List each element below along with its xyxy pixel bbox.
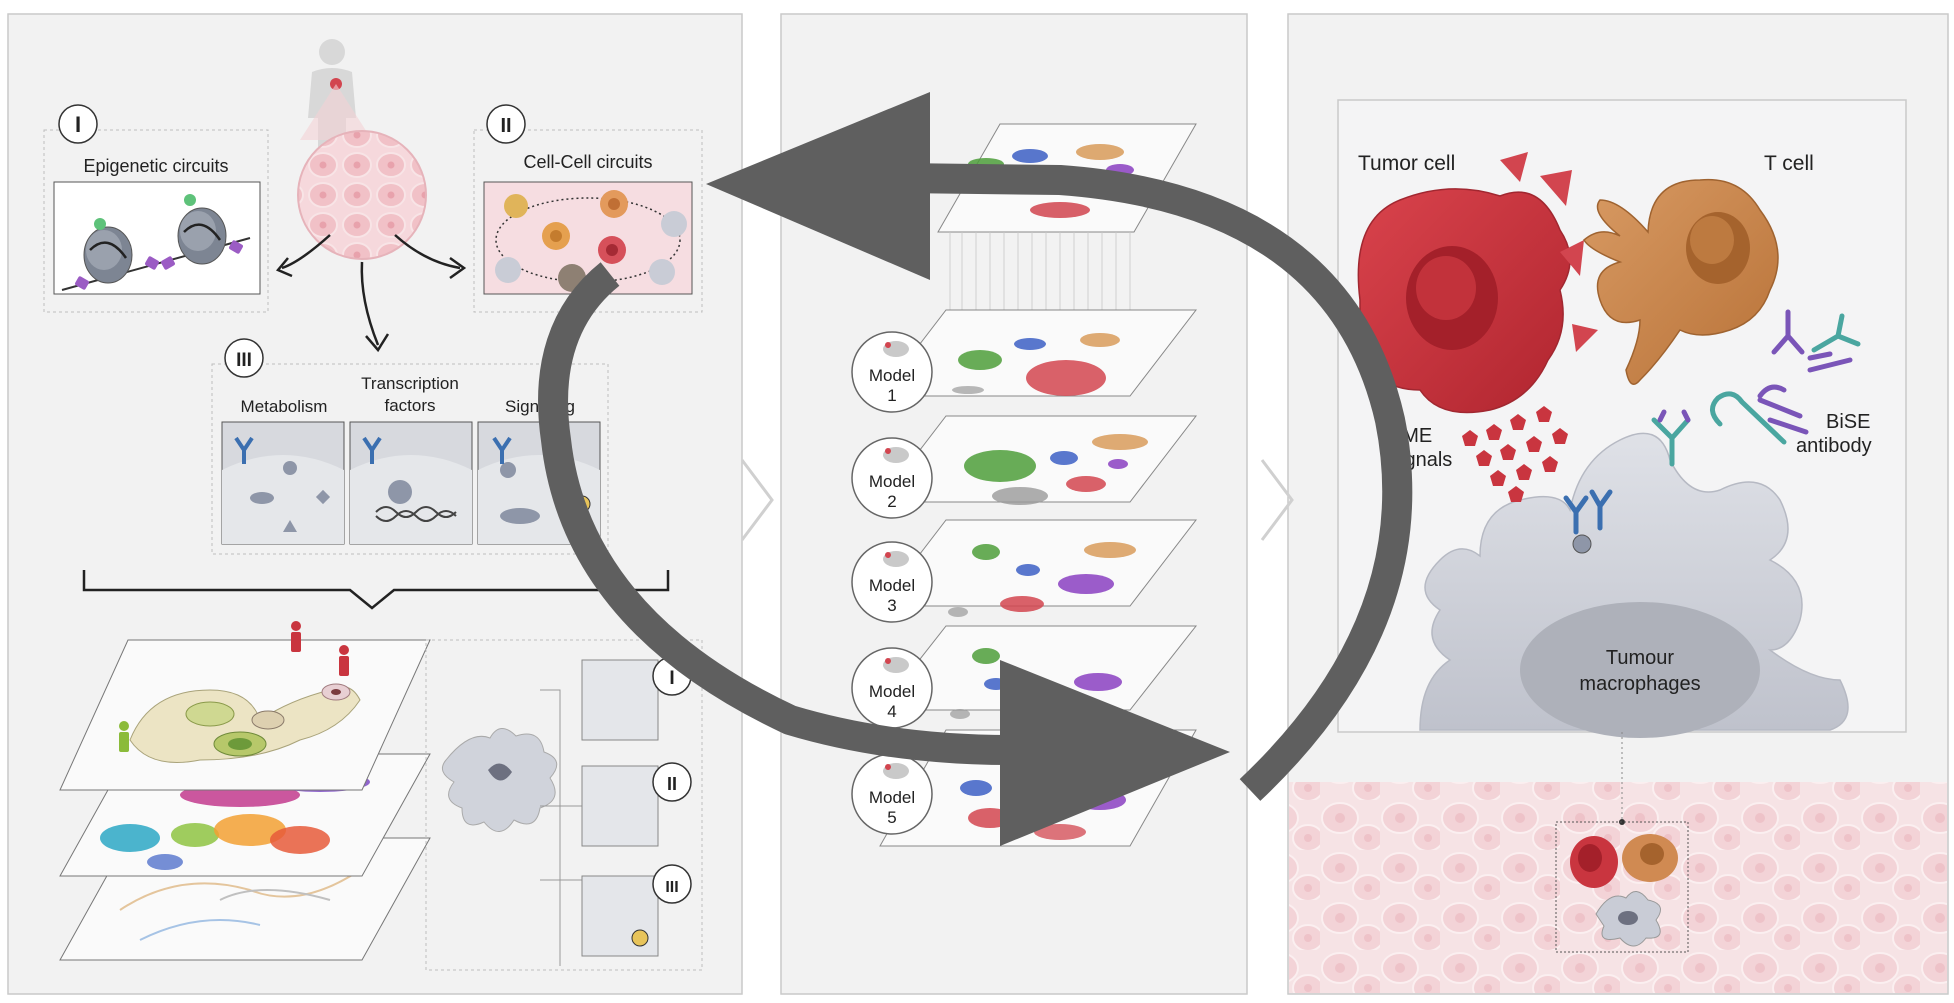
tumor-cell-label: Tumor cell bbox=[1358, 152, 1455, 175]
receptor-icon bbox=[1563, 489, 1613, 535]
cellcell-circuits-box: II Cell-Cell circuits bbox=[473, 104, 703, 313]
circuit-3-numeral: III bbox=[236, 350, 252, 371]
zoom-inset-cells bbox=[1570, 834, 1678, 947]
model-4-number: 4 bbox=[887, 702, 896, 721]
bise-antibody-icon bbox=[1651, 309, 1861, 467]
right-panel-content: Tumour macrophages bbox=[1289, 99, 1947, 993]
mechanism-1-numeral: I bbox=[669, 668, 674, 689]
circuit-2-numeral: II bbox=[500, 115, 511, 137]
model-1-number: 1 bbox=[887, 386, 896, 405]
cycle-arrow-lower-arc bbox=[538, 262, 1011, 765]
macrophage-label-line1: Tumour bbox=[1606, 647, 1675, 669]
mechanism-2-numeral: II bbox=[667, 774, 677, 794]
epigenetic-circuits-title: Epigenetic circuits bbox=[83, 156, 228, 176]
tumor-fragment-icon bbox=[1560, 240, 1584, 276]
model-1-label: Model bbox=[869, 366, 915, 385]
mechanism-3-numeral: III bbox=[665, 879, 678, 896]
model-layer-3 bbox=[878, 519, 1198, 617]
metabolism-label: Metabolism bbox=[241, 397, 328, 416]
cell-network-icon bbox=[495, 190, 687, 292]
model-5-label: Model bbox=[869, 788, 915, 807]
t-cell-label: T cell bbox=[1764, 152, 1814, 175]
model-3-number: 3 bbox=[887, 596, 896, 615]
model-badge-1: Model 1 bbox=[851, 331, 933, 413]
model-badge-2: Model 2 bbox=[851, 437, 933, 519]
cellcell-circuits-title: Cell-Cell circuits bbox=[523, 152, 652, 172]
stacked-map-layers bbox=[59, 621, 431, 961]
cycle-arrowhead-right-icon bbox=[1000, 660, 1230, 846]
tumor-fragment-icon bbox=[1572, 324, 1598, 352]
density-map-icon bbox=[129, 683, 361, 763]
zoom-inset bbox=[1555, 821, 1689, 953]
macrophage-small-icon bbox=[441, 728, 558, 832]
model-badge-5: Model 5 bbox=[851, 753, 933, 835]
model-layer-1 bbox=[878, 309, 1198, 397]
tumor-fragment-icon bbox=[1500, 152, 1528, 182]
cycle-arrowhead-left-icon bbox=[706, 92, 930, 280]
tissue-strip bbox=[1289, 782, 1947, 993]
human-figure-icon bbox=[300, 39, 372, 150]
arrowhead-icon bbox=[275, 257, 293, 278]
macrophage-label-line2: macrophages bbox=[1579, 673, 1700, 695]
tissue-sample-icon bbox=[297, 130, 427, 260]
arrowhead-icon bbox=[365, 333, 390, 353]
model-4-label: Model bbox=[869, 682, 915, 701]
mechanisms-box: I II III bbox=[425, 639, 703, 971]
arrowhead-icon bbox=[449, 256, 467, 280]
macrophage-nucleus bbox=[1520, 602, 1760, 738]
tumor-fragment-icon bbox=[1540, 170, 1572, 206]
chevron-separator-icon bbox=[1260, 459, 1294, 541]
transcription-title-line1: Transcription bbox=[361, 374, 459, 393]
model-5-number: 5 bbox=[887, 808, 896, 827]
patient-figure-icon bbox=[119, 621, 349, 752]
arrow-to-cellcell-icon bbox=[394, 234, 461, 270]
arrow-to-epigenetic-icon bbox=[281, 234, 331, 270]
cycle-arrow bbox=[538, 92, 1413, 846]
bracket-icon bbox=[82, 570, 670, 610]
bise-antibody-label-line2: antibody bbox=[1796, 435, 1872, 457]
arrow-to-transcription-icon bbox=[360, 261, 380, 346]
transcription-title-line2: factors bbox=[384, 396, 435, 415]
chevron-separator-icon bbox=[740, 459, 774, 541]
model-layer-2 bbox=[878, 415, 1198, 505]
model-2-number: 2 bbox=[887, 492, 896, 511]
bise-antibody-label-line1: BiSE bbox=[1826, 411, 1870, 433]
tme-signal-icons bbox=[1462, 406, 1568, 502]
model-badge-4: Model 4 bbox=[851, 647, 933, 729]
model-badge-3: Model 3 bbox=[851, 541, 933, 623]
model-3-label: Model bbox=[869, 576, 915, 595]
cycle-arrow-upper-arc bbox=[899, 163, 1413, 801]
model-2-label: Model bbox=[869, 472, 915, 491]
circuit-1-numeral: I bbox=[75, 112, 81, 137]
nucleosome-icon bbox=[61, 194, 251, 291]
epigenetic-circuits-box: I Epigenetic circuits bbox=[43, 104, 269, 313]
